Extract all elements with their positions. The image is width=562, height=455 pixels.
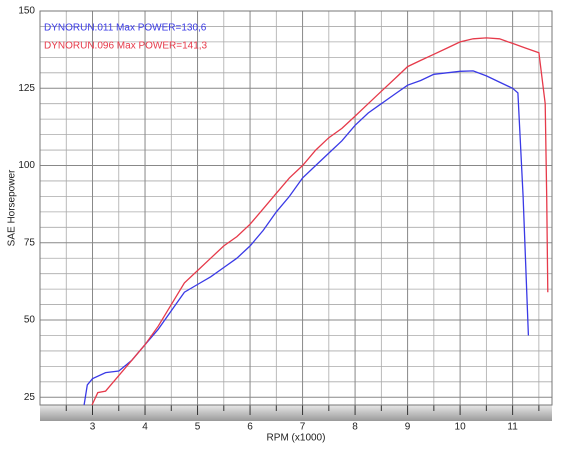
y-tick-label: 25: [24, 392, 36, 403]
series-line: [91, 37, 549, 406]
x-tick-label: 9: [405, 422, 411, 433]
x-tick-label: 11: [507, 422, 518, 433]
x-tick-label: 6: [247, 422, 253, 433]
legend-entry: DYNORUN.011 Max POWER=130,6: [44, 23, 207, 34]
y-tick-label: 75: [24, 237, 36, 248]
x-tick-label: 3: [90, 422, 96, 433]
x-tick-label: 5: [195, 422, 201, 433]
y-tick-label: 150: [18, 6, 35, 17]
y-tick-label: 50: [24, 315, 36, 326]
y-tick-label: 100: [18, 160, 35, 171]
x-tick-label: 10: [455, 422, 467, 433]
x-axis-label: RPM (x1000): [267, 433, 326, 444]
x-tick-label: 4: [142, 422, 148, 433]
series-line: [83, 70, 530, 406]
x-tick-label: 7: [300, 422, 306, 433]
ruler-band: [40, 405, 552, 421]
y-axis-label: SAE Horsepower: [7, 169, 18, 246]
x-tick-label: 8: [352, 422, 358, 433]
legend-entry: DYNORUN.096 Max POWER=141,3: [44, 41, 208, 52]
plot-frame: [39, 10, 553, 406]
y-tick-label: 125: [18, 83, 35, 94]
